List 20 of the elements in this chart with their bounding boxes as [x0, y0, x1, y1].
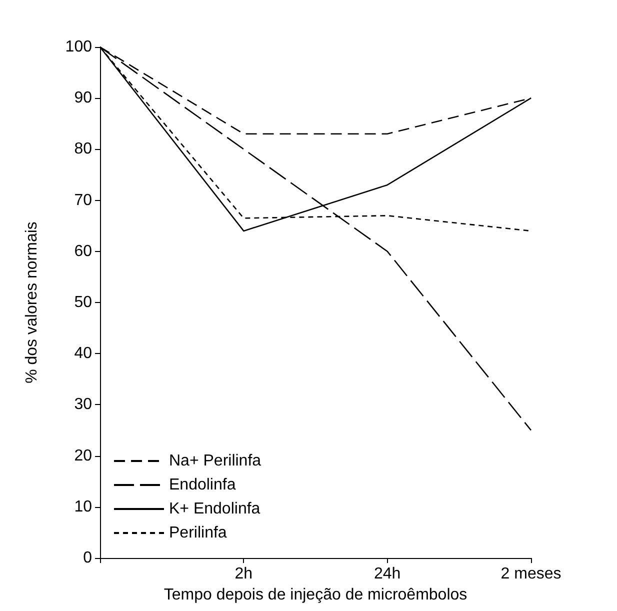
legend-label: Endolinfa: [169, 476, 236, 494]
y-tick-label: 0: [83, 550, 92, 566]
legend-label: Na+ Perilinfa: [169, 452, 262, 470]
y-tick-label: 50: [74, 294, 92, 311]
y-tick-label: 90: [74, 90, 92, 107]
x-axis-title: Tempo depois de injeção de microêmbolos: [164, 586, 468, 604]
y-axis-title: % dos valores normais: [24, 222, 40, 384]
y-tick-label: 30: [74, 396, 92, 414]
y-tick-label: 40: [74, 345, 92, 362]
y-tick-label: 20: [74, 447, 92, 464]
y-tick-label: 80: [74, 140, 92, 158]
legend-label: Perilinfa: [169, 524, 227, 542]
y-tick-label: 10: [74, 498, 92, 516]
x-tick-label: 2h: [234, 566, 253, 582]
x-tick-label: 2 meses: [500, 566, 562, 582]
y-tick-label: 100: [65, 38, 92, 56]
y-tick-label: 70: [74, 192, 92, 209]
x-tick-label: 24h: [374, 566, 401, 582]
legend-label: K+ Endolinfa: [169, 500, 260, 518]
y-tick-label: 60: [74, 242, 92, 260]
